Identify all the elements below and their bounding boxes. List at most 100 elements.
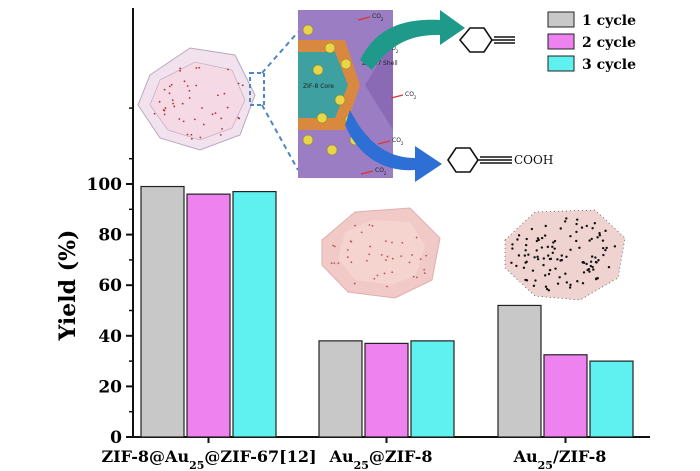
au25-cluster	[340, 58, 352, 70]
particle-dot	[369, 245, 372, 248]
particle-dot	[173, 105, 176, 108]
particle-dot	[540, 236, 544, 240]
particle-dot	[524, 249, 527, 252]
particle-dot	[415, 276, 418, 279]
particle-dot	[581, 281, 585, 285]
particle-dot	[391, 271, 394, 274]
co2-label: CO2	[405, 91, 417, 100]
particle-dot	[607, 265, 611, 269]
particle-dot	[551, 245, 554, 249]
y-tick-label: 20	[98, 377, 122, 397]
particle-dot	[522, 266, 526, 270]
particle-dot	[547, 272, 551, 276]
particle-dot	[523, 254, 527, 257]
particle-dot	[223, 92, 226, 95]
au25-cluster	[326, 144, 338, 156]
particle-dot	[560, 254, 563, 257]
particle-dot	[527, 253, 530, 256]
particle-dot	[547, 289, 551, 292]
particle-dot	[164, 107, 167, 109]
particle-dot	[178, 118, 181, 120]
particle-dot	[391, 241, 393, 244]
particle-dot	[195, 67, 198, 69]
particle-dot	[554, 267, 557, 270]
particle-dot	[179, 69, 181, 72]
particle-dot	[578, 246, 581, 249]
particle-dot	[179, 67, 182, 70]
plot-area: 0 20 40 60 80 100 ZIF-8@Au25@ZIF-67[12] Au25@Z…	[87, 8, 650, 471]
particle-dot	[525, 237, 528, 241]
particle-dot	[517, 254, 521, 257]
particle-dot	[590, 255, 594, 258]
particle-dot	[412, 275, 415, 278]
particle-dot	[564, 272, 567, 275]
particle-dot	[605, 246, 608, 250]
bar-1-cycle-0	[140, 185, 185, 438]
bar-3-cycle-0	[232, 190, 277, 438]
product-arrow	[345, 110, 442, 182]
au25-cluster	[302, 134, 314, 146]
particle-dot	[198, 66, 201, 69]
particle-dot	[534, 279, 537, 282]
particle-dot	[408, 261, 411, 264]
particle-dot	[582, 271, 586, 274]
particle-dot	[532, 284, 536, 288]
particle-dot	[346, 248, 349, 251]
y-tick-label: 0	[110, 428, 122, 448]
particle-dot	[543, 274, 547, 277]
particle-dot	[536, 237, 540, 240]
particle-dot	[183, 80, 186, 83]
particle-dot	[565, 255, 568, 258]
particle-dot	[170, 83, 173, 86]
particle-dot	[544, 285, 548, 288]
particle-dot	[511, 243, 514, 246]
particle-dot	[346, 256, 349, 259]
shell-label: ZIF-67 Shell	[362, 60, 398, 67]
particle-dot	[227, 68, 229, 71]
legend-label: 3 cycle	[582, 57, 636, 73]
particle-dot	[172, 102, 175, 105]
particle-dot	[591, 265, 594, 269]
au25-cluster	[334, 94, 346, 106]
particle-dot	[171, 99, 174, 102]
particle-dot	[543, 234, 547, 237]
au25-cluster	[316, 112, 328, 124]
inset-illustration: ZIF-8 Core ZIF-67 Shell CO2CO2CO2CO2CO2 …	[137, 10, 626, 301]
particle-dot	[190, 133, 193, 136]
particle-dot	[545, 287, 549, 291]
particle-dot	[217, 94, 219, 97]
y-tick-label: 60	[98, 276, 122, 296]
particle-dot	[576, 218, 579, 221]
bar-1-cycle-1	[318, 340, 363, 438]
bar-3-cycle-1	[410, 340, 455, 438]
particle-dot	[596, 236, 599, 239]
particle-dot	[559, 227, 562, 230]
particle-dot	[368, 224, 371, 226]
bar-1-cycle-2	[497, 304, 542, 438]
particle-dot	[585, 224, 589, 228]
particle-dot	[186, 133, 189, 136]
particle-dot	[202, 123, 205, 126]
particle-dot	[592, 268, 595, 271]
particle-dot	[211, 113, 214, 116]
particle-dot	[383, 272, 386, 275]
particle-dot	[524, 243, 528, 247]
co2-bond	[377, 140, 391, 145]
zoom-indicator	[249, 31, 299, 171]
bar-2-cycle-2	[543, 354, 588, 438]
particle-dot	[525, 279, 529, 282]
particle-dot	[551, 251, 554, 255]
particle-dot	[221, 128, 223, 130]
x-category-label: Au25/ZIF-8	[513, 447, 607, 471]
au25-zif8-polyhedron-image	[321, 207, 441, 299]
particle-dot	[423, 272, 426, 274]
co2-label: CO2	[392, 137, 404, 146]
au25-cluster	[302, 24, 314, 36]
particle-dot	[575, 239, 578, 243]
particle-dot	[190, 138, 193, 140]
particle-dot	[547, 254, 550, 257]
particle-dot	[598, 232, 601, 235]
particle-dot	[556, 282, 560, 285]
particle-dot	[604, 248, 607, 252]
particle-dot	[515, 264, 518, 268]
